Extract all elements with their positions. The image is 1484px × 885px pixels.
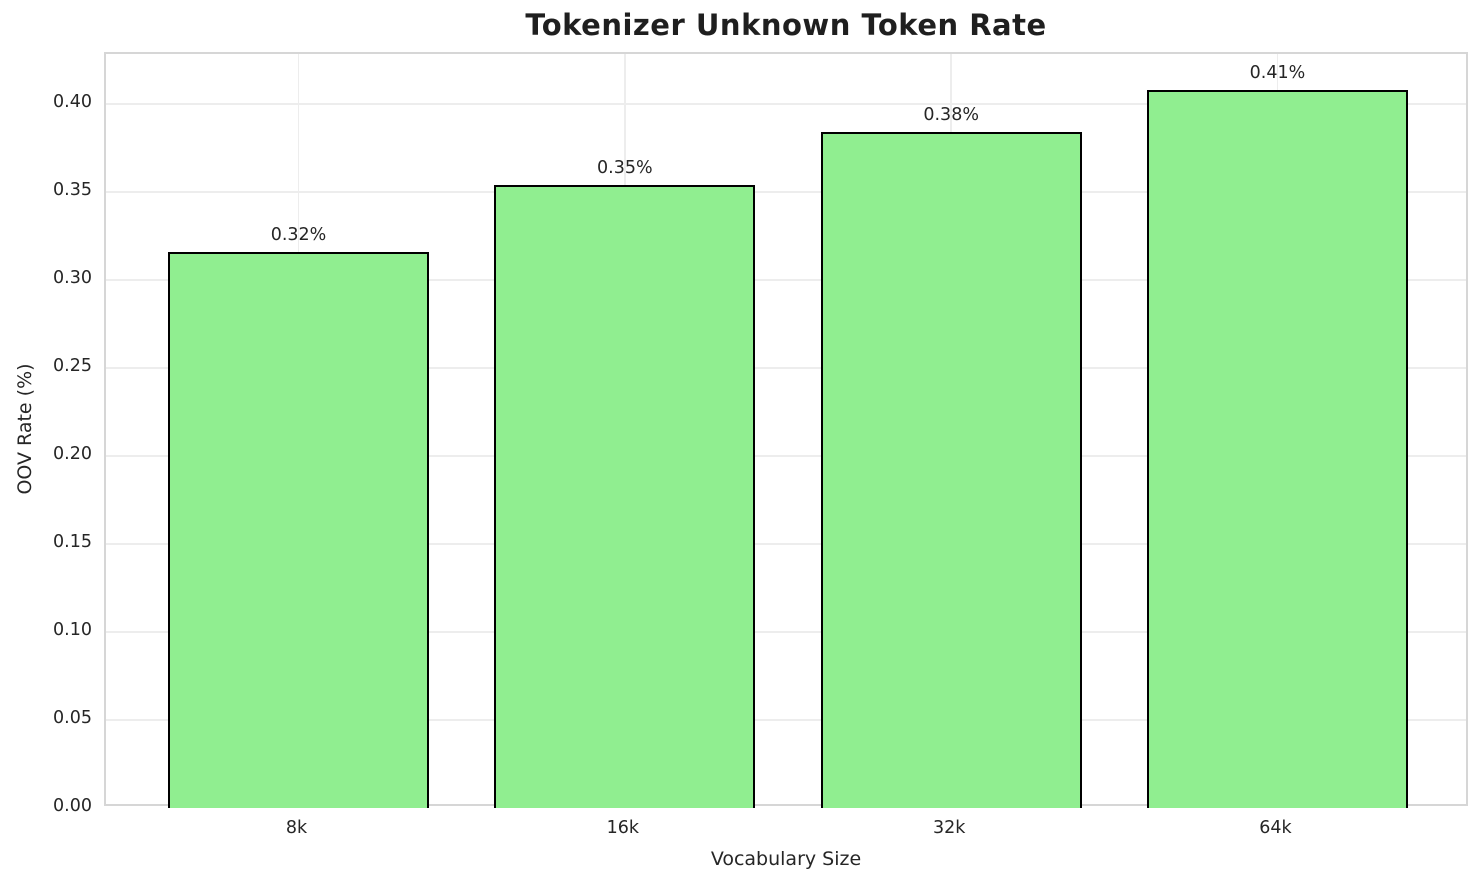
y-tick-label: 0.10 (53, 619, 92, 640)
h-gridline (106, 631, 1466, 633)
y-tick-label: 0.25 (53, 355, 92, 376)
x-tick-label: 16k (606, 818, 640, 838)
h-gridline (106, 455, 1466, 457)
y-tick-label: 0.35 (53, 179, 92, 200)
bar (494, 184, 756, 808)
h-gridline (106, 103, 1466, 105)
h-gridline (106, 279, 1466, 281)
y-tick-label: 0.05 (53, 707, 92, 728)
chart-title: Tokenizer Unknown Token Rate (525, 8, 1047, 42)
x-tick-label: 32k (932, 818, 966, 838)
bar-value-label: 0.32% (270, 224, 327, 245)
y-tick-label: 0.00 (53, 796, 92, 816)
h-gridline (106, 367, 1466, 369)
bar (1146, 89, 1408, 808)
x-tick-label: 8k (285, 818, 308, 838)
h-gridline (106, 191, 1466, 193)
bar (168, 251, 430, 808)
y-tick-label: 0.40 (53, 91, 92, 112)
y-axis-label: OOV Rate (%) (14, 363, 36, 495)
h-gridline (106, 543, 1466, 545)
plot-area: 0.32% 0.35% 0.38% 0.41% (104, 52, 1468, 808)
bar (820, 132, 1082, 808)
bar-value-label: 0.38% (923, 105, 979, 126)
x-axis-label: Vocabulary Size (710, 848, 862, 870)
h-gridline (106, 719, 1466, 721)
bar-value-label: 0.35% (597, 157, 653, 178)
y-tick-label: 0.20 (53, 443, 92, 464)
x-tick-label: 64k (1259, 818, 1292, 838)
y-tick-label: 0.15 (53, 531, 92, 552)
bar-value-label: 0.41% (1249, 62, 1306, 83)
y-tick-label: 0.30 (53, 267, 92, 288)
